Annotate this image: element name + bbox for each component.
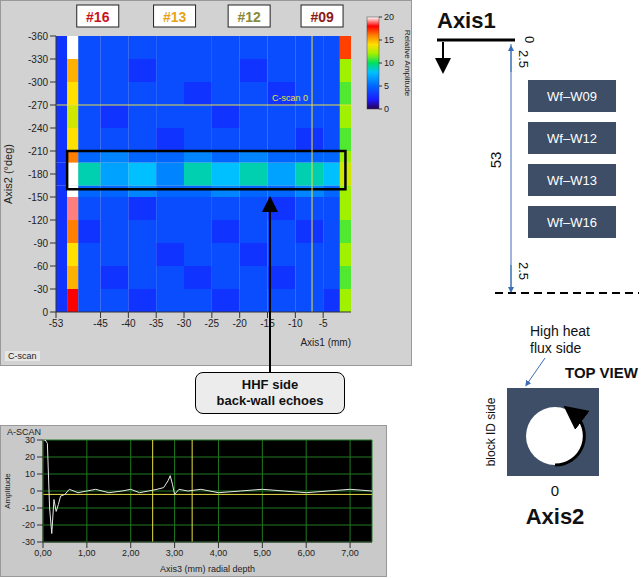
svg-text:0: 0 [384,104,389,114]
svg-text:-120: -120 [28,215,48,226]
svg-text:-330: -330 [28,54,48,65]
svg-text:High heat: High heat [530,323,590,339]
svg-text:Axis1: Axis1 [437,8,496,33]
html-text:back-wall echoes: back-wall echoes [216,393,324,408]
svg-text:-300: -300 [28,77,48,88]
svg-text:-90: -90 [34,238,49,249]
svg-text:-45: -45 [93,318,108,329]
svg-text:Amplitude: Amplitude [3,473,12,509]
svg-text:7,00: 7,00 [341,548,359,558]
svg-text:-20: -20 [232,318,247,329]
svg-text:#12: #12 [237,9,261,25]
svg-text:Axis1 (mm): Axis1 (mm) [300,337,351,348]
svg-text:3,00: 3,00 [166,548,184,558]
svg-text:15: 15 [384,35,394,45]
svg-text:-25: -25 [205,318,220,329]
svg-text:0: 0 [42,307,48,318]
svg-text:-240: -240 [28,123,48,134]
svg-text:Wf–W12: Wf–W12 [547,131,597,146]
svg-text:TOP VIEW: TOP VIEW [565,364,639,381]
svg-text:-150: -150 [28,192,48,203]
svg-text:0,00: 0,00 [34,548,52,558]
svg-text:#13: #13 [163,9,187,25]
svg-text:2.5: 2.5 [516,262,531,280]
html-text:C-scan: C-scan [8,351,37,361]
svg-text:-270: -270 [28,100,48,111]
svg-text:#09: #09 [310,9,334,25]
svg-text:Axis3 (mm) radial depth: Axis3 (mm) radial depth [160,564,255,574]
svg-text:53: 53 [487,152,504,169]
svg-text:-15: -15 [260,318,275,329]
svg-text:#16: #16 [86,9,110,25]
svg-text:20: 20 [25,452,35,462]
svg-text:-30: -30 [177,318,192,329]
svg-text:-60: -60 [34,261,49,272]
svg-text:4,00: 4,00 [210,548,228,558]
svg-text:-30: -30 [34,284,49,295]
svg-text:-360: -360 [28,31,48,42]
svg-text:0: 0 [30,486,35,496]
svg-text:Axis2 (°deg): Axis2 (°deg) [2,144,14,204]
svg-text:Axis2: Axis2 [526,504,585,529]
svg-text:Wf–W16: Wf–W16 [547,215,597,230]
svg-text:5,00: 5,00 [254,548,272,558]
svg-text:-10: -10 [288,318,303,329]
svg-text:20: 20 [384,12,394,22]
html-text:A-SCAN: A-SCAN [7,427,41,437]
svg-text:Wf–W13: Wf–W13 [547,173,597,188]
svg-text:6,00: 6,00 [297,548,315,558]
html-text:HHF side: HHF side [241,377,299,392]
svg-text:Relative Amplitude: Relative Amplitude [403,30,412,97]
svg-text:2.5: 2.5 [516,50,531,68]
svg-text:-210: -210 [28,146,48,157]
svg-text:-53: -53 [49,318,64,329]
svg-text:30: 30 [25,435,35,445]
svg-text:-30: -30 [22,537,35,547]
svg-text:-5: -5 [319,318,328,329]
svg-text:0: 0 [522,36,537,43]
svg-text:5: 5 [384,81,389,91]
svg-text:2,00: 2,00 [122,548,140,558]
svg-text:1,00: 1,00 [78,548,96,558]
svg-text:10: 10 [384,58,394,68]
svg-text:C-scan 0: C-scan 0 [272,93,308,103]
svg-text:Wf–W09: Wf–W09 [547,89,597,104]
svg-text:0: 0 [551,482,559,499]
svg-text:-20: -20 [22,520,35,530]
svg-text:10: 10 [25,469,35,479]
svg-text:block ID side: block ID side [484,397,498,466]
svg-text:-40: -40 [121,318,136,329]
svg-text:-10: -10 [22,503,35,513]
svg-text:-180: -180 [28,169,48,180]
svg-text:flux side: flux side [530,340,582,356]
svg-text:-35: -35 [149,318,164,329]
